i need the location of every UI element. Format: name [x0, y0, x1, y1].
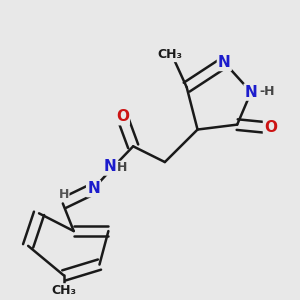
Text: N: N	[87, 181, 100, 196]
Text: O: O	[264, 120, 277, 135]
Text: CH₃: CH₃	[51, 284, 76, 297]
Text: -H: -H	[260, 85, 275, 98]
Text: H: H	[58, 188, 69, 201]
Text: CH₃: CH₃	[158, 48, 183, 61]
Text: O: O	[116, 109, 129, 124]
Text: N: N	[245, 85, 257, 100]
Text: N: N	[104, 160, 117, 175]
Text: N: N	[218, 55, 231, 70]
Text: H: H	[117, 161, 127, 174]
